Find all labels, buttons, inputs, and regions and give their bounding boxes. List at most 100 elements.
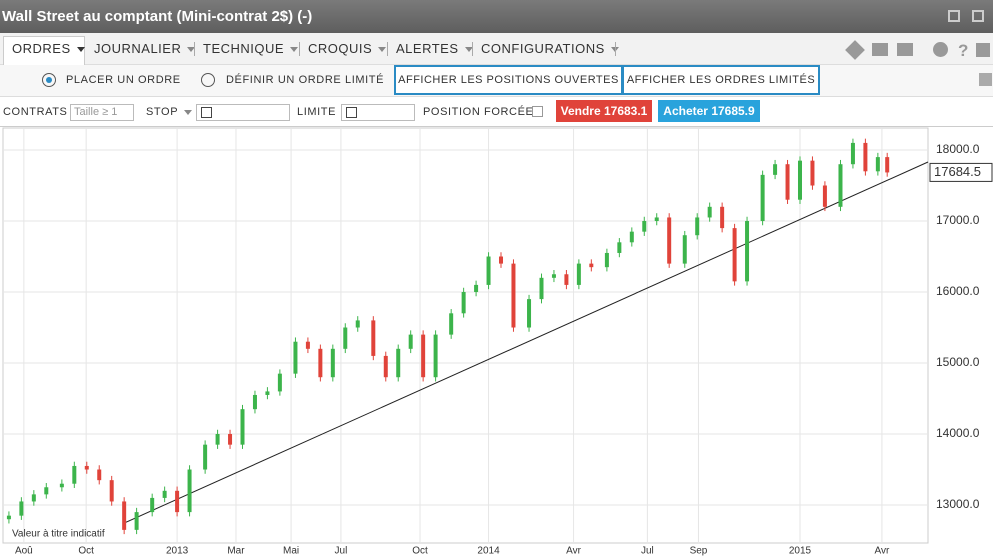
x-tick-label: Jul bbox=[641, 546, 654, 556]
candle-body bbox=[433, 334, 438, 378]
print-icon[interactable] bbox=[897, 43, 913, 56]
candle-body bbox=[59, 483, 64, 488]
menu-item[interactable]: CROQUIS bbox=[308, 41, 387, 56]
candle-body bbox=[773, 164, 778, 175]
last-value-box bbox=[929, 162, 993, 182]
popout-icon[interactable] bbox=[972, 10, 984, 22]
candle-body bbox=[252, 394, 257, 410]
candle-body bbox=[265, 391, 270, 395]
candle-body bbox=[187, 469, 192, 513]
menu-item[interactable]: ALERTES bbox=[396, 41, 473, 56]
x-tick-label: 2015 bbox=[789, 546, 812, 556]
candle-body bbox=[875, 157, 880, 172]
checkbox[interactable] bbox=[346, 107, 357, 118]
candle-body bbox=[654, 217, 659, 222]
menu-item[interactable]: CONFIGURATIONS bbox=[481, 41, 619, 56]
checkbox[interactable] bbox=[532, 106, 543, 117]
resize-icon[interactable] bbox=[948, 10, 960, 22]
x-tick-label: Oct bbox=[78, 546, 94, 556]
y-tick-label: 15000.0 bbox=[936, 355, 980, 369]
mode-bar: PLACER UN ORDRE DÉFINIR UN ORDRE LIMITÉ … bbox=[0, 65, 993, 97]
label: POSITION FORCÉE bbox=[423, 106, 534, 118]
menu-item[interactable]: TECHNIQUE bbox=[203, 41, 299, 56]
radio-selected[interactable] bbox=[42, 73, 56, 87]
title-bar: Wall Street au comptant (Mini-contrat 2$… bbox=[0, 0, 993, 33]
help-icon[interactable]: ? bbox=[958, 41, 969, 60]
x-tick-label: Oct bbox=[412, 546, 428, 556]
candle-body bbox=[797, 160, 802, 200]
candle-body bbox=[604, 252, 609, 268]
candle-body bbox=[564, 274, 569, 285]
candle-body bbox=[499, 256, 504, 264]
candle-body bbox=[305, 341, 310, 349]
size-input[interactable]: Taille ≥ 1 bbox=[70, 104, 134, 121]
candle-body bbox=[19, 501, 24, 516]
candle-body bbox=[539, 277, 544, 300]
separator bbox=[387, 42, 388, 56]
candle-body bbox=[383, 355, 388, 378]
label[interactable]: STOP bbox=[146, 106, 193, 118]
candle-body bbox=[682, 235, 687, 264]
candle-body bbox=[293, 341, 298, 374]
window-title: Wall Street au comptant (Mini-contrat 2$… bbox=[2, 8, 313, 25]
candle-body bbox=[134, 512, 139, 530]
close-icon[interactable] bbox=[979, 73, 992, 86]
candle-body bbox=[44, 487, 49, 495]
tab-button[interactable]: AFFICHER LES ORDRES LIMITÉS bbox=[622, 65, 820, 95]
x-tick-label: Sep bbox=[690, 546, 708, 556]
candle-body bbox=[31, 494, 36, 502]
candle-body bbox=[589, 263, 594, 268]
candle-body bbox=[629, 231, 634, 243]
candle-body bbox=[203, 444, 208, 470]
radio[interactable] bbox=[201, 73, 215, 87]
candle-body bbox=[511, 263, 516, 328]
last-value-label: 17684.5 bbox=[934, 164, 981, 179]
x-tick-label: Avr bbox=[566, 546, 581, 556]
sell-button[interactable]: Vendre 17683.1 bbox=[556, 100, 652, 122]
x-tick-label: 2014 bbox=[477, 546, 500, 556]
candle-body bbox=[162, 490, 167, 498]
candle-body bbox=[720, 206, 725, 229]
label: CONTRATS bbox=[3, 106, 68, 118]
menu-item[interactable]: ORDRES bbox=[12, 41, 85, 56]
candle-body bbox=[461, 292, 466, 314]
candle-body bbox=[576, 263, 581, 285]
radio-label: PLACER UN ORDRE bbox=[66, 74, 181, 86]
checkbox[interactable] bbox=[201, 107, 212, 118]
candle-body bbox=[84, 465, 89, 470]
candle-body bbox=[810, 160, 815, 186]
candle-body bbox=[122, 501, 127, 530]
layers-icon[interactable] bbox=[845, 40, 865, 60]
candle-body bbox=[228, 434, 233, 445]
extra-icon[interactable] bbox=[976, 43, 990, 57]
candle-body bbox=[330, 348, 335, 378]
tab-button[interactable]: AFFICHER LES POSITIONS OUVERTES bbox=[394, 65, 623, 95]
candle-body bbox=[408, 334, 413, 349]
image-icon[interactable] bbox=[872, 43, 888, 56]
candle-body bbox=[150, 497, 155, 513]
candle-body bbox=[396, 348, 401, 378]
limit-input[interactable] bbox=[341, 104, 415, 121]
active-tab bbox=[3, 36, 85, 65]
candle-body bbox=[109, 480, 114, 502]
separator bbox=[615, 42, 616, 56]
x-tick-label: Aoû bbox=[15, 546, 33, 556]
candle-body bbox=[355, 320, 360, 328]
y-tick-label: 16000.0 bbox=[936, 284, 980, 298]
buy-button[interactable]: Acheter 17685.9 bbox=[658, 100, 760, 122]
candle-body bbox=[371, 320, 376, 356]
candle-body bbox=[474, 284, 479, 293]
candle-body bbox=[695, 217, 700, 236]
menu-item[interactable]: JOURNALIER bbox=[94, 41, 196, 56]
candle-body bbox=[449, 313, 454, 335]
candle-body bbox=[838, 164, 843, 207]
y-tick-label: 14000.0 bbox=[936, 426, 980, 440]
candle-body bbox=[215, 434, 220, 445]
candle-body bbox=[240, 409, 245, 445]
candle-body bbox=[277, 373, 282, 392]
y-tick-label: 13000.0 bbox=[936, 497, 980, 511]
settings-icon[interactable] bbox=[933, 42, 948, 57]
stop-input[interactable] bbox=[196, 104, 290, 121]
candle-body bbox=[667, 217, 672, 264]
note: Valeur à titre indicatif bbox=[12, 529, 105, 540]
